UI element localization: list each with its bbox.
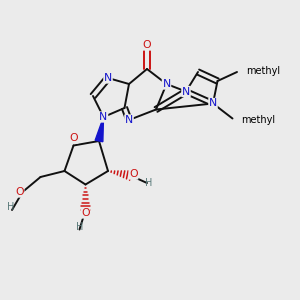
Text: N: N xyxy=(99,112,108,122)
Text: N: N xyxy=(104,73,112,83)
Text: N: N xyxy=(125,115,133,125)
Text: N: N xyxy=(182,86,190,97)
Text: O: O xyxy=(143,40,151,50)
Text: H: H xyxy=(145,178,152,188)
Text: O: O xyxy=(15,187,24,197)
Text: O: O xyxy=(129,169,138,179)
Text: O: O xyxy=(81,208,90,218)
Text: N: N xyxy=(209,98,217,109)
Text: methyl: methyl xyxy=(242,115,276,125)
Polygon shape xyxy=(95,117,103,142)
Text: O: O xyxy=(69,133,78,143)
Text: methyl: methyl xyxy=(246,65,280,76)
Text: H: H xyxy=(76,221,83,232)
Text: N: N xyxy=(162,79,171,89)
Text: H: H xyxy=(7,202,14,212)
